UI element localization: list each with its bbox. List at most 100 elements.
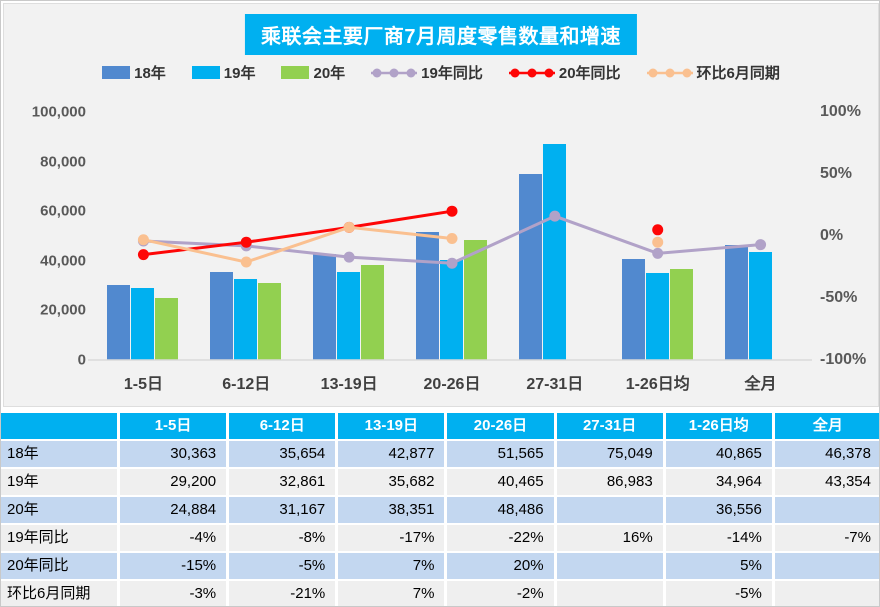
line-20年同比 [143,209,453,257]
table-cell: 35,682 [338,469,445,495]
legend-item-18年: 18年 [102,62,166,83]
line-19年同比 [143,214,761,265]
table-cell [556,497,663,523]
left-axis-tick: 60,000 [40,202,86,220]
table-cell: 29,200 [120,469,227,495]
table-cell: -14% [665,525,772,551]
legend-item-20年: 20年 [281,62,345,83]
table-cell: 48,486 [447,497,554,523]
right-axis-tick: -100% [820,351,867,368]
table-cell: 36,556 [665,497,772,523]
table-cell: -5% [229,553,336,579]
table-header-cell: 27-31日 [556,413,663,439]
legend-swatch-icon [102,66,131,79]
table-cell: 34,964 [665,469,772,495]
marker-19年同比-1-5日 [137,235,149,247]
x-axis-label-1-5日: 1-5日 [123,376,163,393]
marker-20年同比-6-12日 [240,236,252,248]
table-cell: 75,049 [556,441,663,467]
chart-area: 乘联会主要厂商7月周度零售数量和增速 18年 19年 20年 19年同比 20年同比 环比… [3,3,879,407]
legend-label: 20年 [313,65,346,82]
table-row-label: 18年 [1,441,117,467]
table-cell: 43,354 [774,469,879,495]
bar-19年-27-31日 [542,144,566,360]
legend-label: 19年同比 [421,65,483,82]
table-cell: 42,877 [338,441,445,467]
table-cell: 16% [556,525,663,551]
x-axis-label-6-12日: 6-12日 [222,376,271,393]
legend-label: 18年 [134,65,166,82]
line-环比6月同期 [143,225,453,264]
table-cell: 7% [338,581,445,606]
marker-19年同比-6-12日 [240,240,252,252]
table-cell: 5% [665,553,772,579]
marker-19年同比-13-19日 [343,251,355,263]
table-cell: -3% [120,581,227,606]
marker-环比6月同期-13-19日 [343,221,355,233]
legend-dot [544,68,554,77]
table-row-label: 20年 [1,497,117,523]
table-cell: -7% [774,525,879,551]
legend-dot [372,68,382,77]
table-cell: -2% [447,581,554,606]
table-cell [774,553,879,579]
table-cell: 24,884 [120,497,227,523]
table-cell: 40,465 [447,469,554,495]
bar-20年-20-26日 [464,239,487,360]
bar-18年-1-26日均 [621,258,645,360]
marker-环比6月同期-20-26日 [446,232,458,244]
legend-dot [682,68,692,77]
legend-swatch-icon [281,66,310,79]
right-axis-tick: 100% [820,103,861,120]
table-cell: -22% [447,525,554,551]
marker-20年同比-20-26日 [446,205,458,217]
legend-label: 20年同比 [558,65,621,82]
x-axis-label-20-26日: 20-26日 [423,376,481,393]
legend-dot [406,68,416,77]
table-cell: 32,861 [229,469,336,495]
table-header-cell: 1-5日 [120,413,227,439]
table-cell: 46,378 [774,441,879,467]
bar-20年-1-5日 [155,298,179,360]
x-axis-label-1-26日均: 1-26日均 [625,376,690,393]
legend-swatch-icon [191,66,220,79]
bar-19年-6-12日 [234,278,258,360]
table-cell [556,581,663,606]
x-axis-label-13-19日: 13-19日 [320,376,378,393]
table-header-cell: 1-26日均 [665,413,772,439]
legend-dot [527,68,537,77]
bar-19年-1-26日均 [645,273,669,360]
bar-20年-6-12日 [258,282,282,360]
chart-title: 乘联会主要厂商7月周度零售数量和增速 [244,14,638,55]
table-cell: -17% [338,525,445,551]
right-axis-tick: 50% [820,165,853,182]
table-cell: -5% [665,581,772,606]
marker-环比6月同期-1-5日 [137,234,149,246]
table-header-cell: 20-26日 [447,413,554,439]
data-table: 1-5日 6-12日 13-19日 20-26日 27-31日 1-26日均 全月 18年 30… [1,413,879,606]
bar-20年-1-26日均 [669,269,693,360]
table-cell [774,581,879,606]
bar-20年-13-19日 [361,264,385,360]
legend-dot [665,68,675,77]
table-cell: 7% [338,553,445,579]
table-cell: -15% [120,553,227,579]
table-cell: -4% [120,525,227,551]
bar-19年-1-5日 [131,287,155,360]
legend-label: 环比6月同期 [696,65,780,82]
legend-item-20年同比: 20年同比 [508,62,621,83]
left-axis-tick: 100,000 [31,103,86,121]
table-cell: 30,363 [120,441,227,467]
marker-20年同比-13-19日 [343,221,355,233]
legend-item-19年: 19年 [191,62,255,83]
left-axis-tick: 0 [77,351,86,369]
left-axis-tick: 20,000 [40,301,86,319]
table-cell: -21% [229,581,336,606]
bar-18年-全月 [724,244,748,360]
table-header-cell: 全月 [774,413,879,439]
table-row-label: 19年同比 [1,525,117,551]
table-cell: 38,351 [338,497,445,523]
x-axis-label-27-31日: 27-31日 [526,376,584,393]
table-header-cell: 6-12日 [229,413,336,439]
